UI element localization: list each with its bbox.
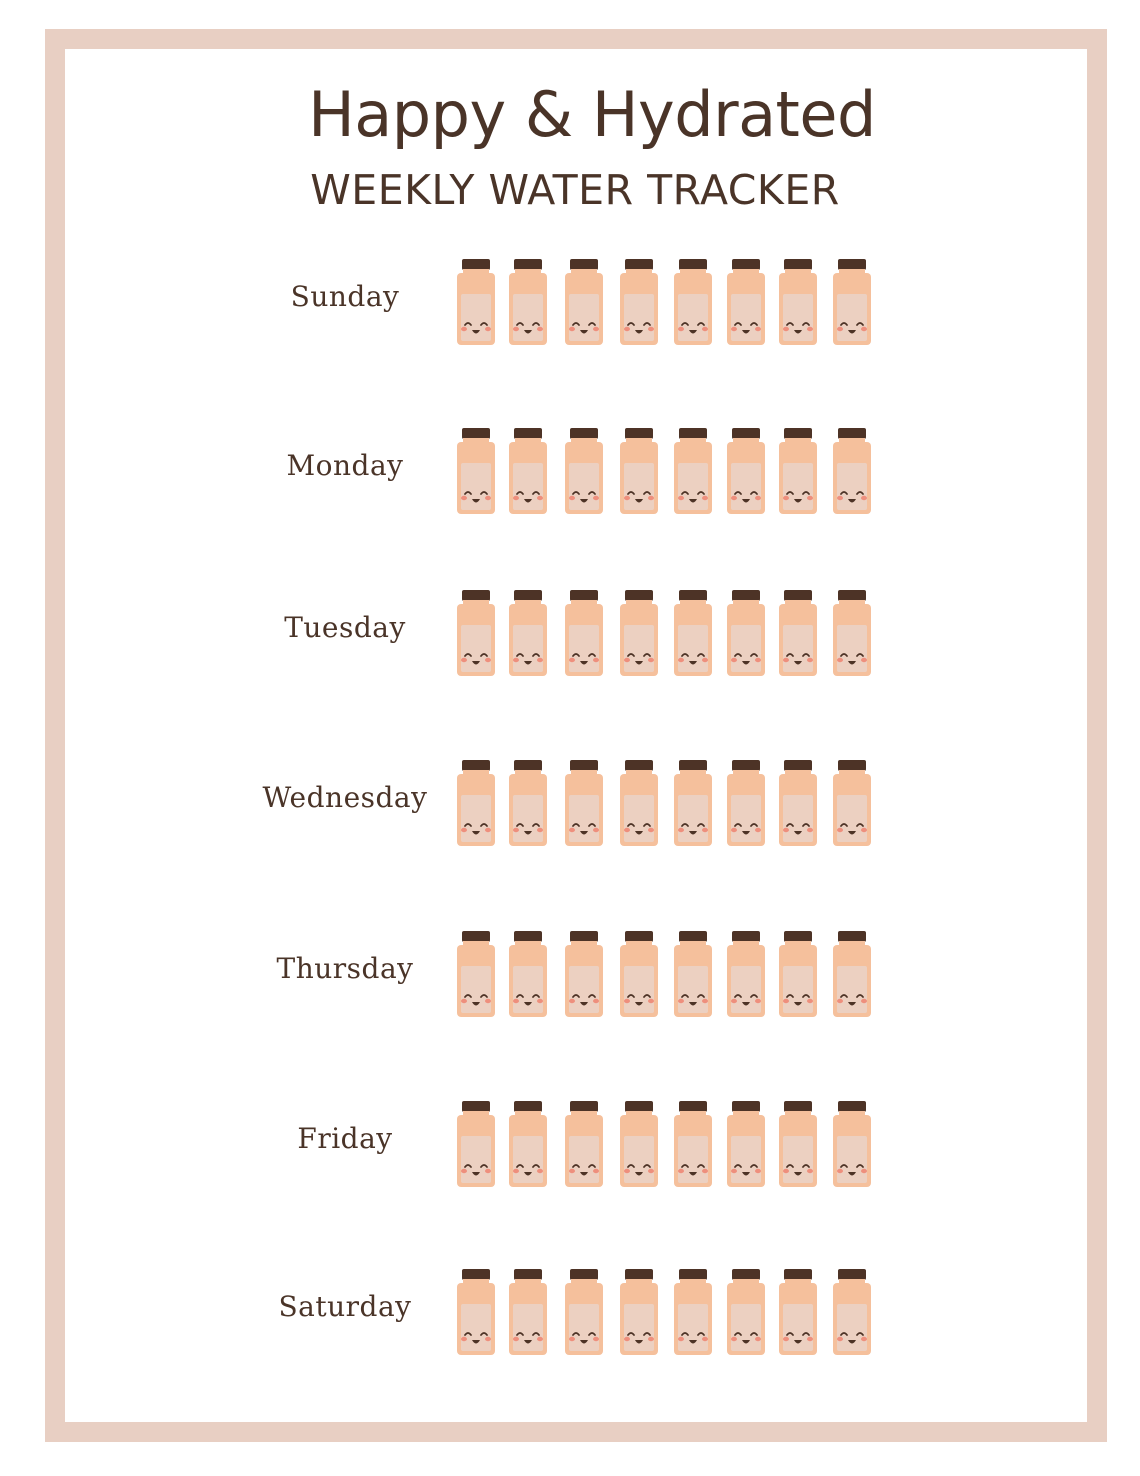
smiling-water-bottle-icon[interactable] xyxy=(564,1268,604,1356)
day-label: Monday xyxy=(286,449,404,482)
smiling-water-bottle-icon[interactable] xyxy=(673,427,713,515)
smiling-water-bottle-icon[interactable] xyxy=(726,930,766,1018)
smiling-water-bottle-icon[interactable] xyxy=(619,589,659,677)
smiling-water-bottle-icon[interactable] xyxy=(456,258,496,346)
smiling-water-bottle-icon[interactable] xyxy=(726,589,766,677)
day-row-sunday: Sunday xyxy=(0,258,1140,348)
smiling-water-bottle-icon[interactable] xyxy=(508,930,548,1018)
smiling-water-bottle-icon[interactable] xyxy=(673,930,713,1018)
smiling-water-bottle-icon[interactable] xyxy=(619,759,659,847)
bottle-group xyxy=(456,1268,886,1358)
smiling-water-bottle-icon[interactable] xyxy=(508,589,548,677)
smiling-water-bottle-icon[interactable] xyxy=(778,427,818,515)
smiling-water-bottle-icon[interactable] xyxy=(832,427,872,515)
page-title: Happy & Hydrated xyxy=(308,78,876,151)
day-label: Wednesday xyxy=(262,781,428,814)
smiling-water-bottle-icon[interactable] xyxy=(564,258,604,346)
smiling-water-bottle-icon[interactable] xyxy=(564,427,604,515)
smiling-water-bottle-icon[interactable] xyxy=(508,1268,548,1356)
day-label: Thursday xyxy=(276,952,414,985)
smiling-water-bottle-icon[interactable] xyxy=(726,1268,766,1356)
day-label: Sunday xyxy=(290,280,400,313)
smiling-water-bottle-icon[interactable] xyxy=(673,589,713,677)
smiling-water-bottle-icon[interactable] xyxy=(778,258,818,346)
day-row-wednesday: Wednesday xyxy=(0,759,1140,849)
smiling-water-bottle-icon[interactable] xyxy=(778,759,818,847)
smiling-water-bottle-icon[interactable] xyxy=(619,1268,659,1356)
smiling-water-bottle-icon[interactable] xyxy=(564,589,604,677)
smiling-water-bottle-icon[interactable] xyxy=(508,1100,548,1188)
smiling-water-bottle-icon[interactable] xyxy=(619,427,659,515)
day-label: Friday xyxy=(297,1122,393,1155)
bottle-group xyxy=(456,930,886,1020)
smiling-water-bottle-icon[interactable] xyxy=(456,1100,496,1188)
smiling-water-bottle-icon[interactable] xyxy=(564,759,604,847)
smiling-water-bottle-icon[interactable] xyxy=(726,427,766,515)
day-row-friday: Friday xyxy=(0,1100,1140,1190)
page-subtitle: WEEKLY WATER TRACKER xyxy=(310,166,840,214)
smiling-water-bottle-icon[interactable] xyxy=(619,1100,659,1188)
smiling-water-bottle-icon[interactable] xyxy=(619,930,659,1018)
smiling-water-bottle-icon[interactable] xyxy=(508,427,548,515)
smiling-water-bottle-icon[interactable] xyxy=(778,1100,818,1188)
page-border xyxy=(45,29,1107,1442)
bottle-group xyxy=(456,759,886,849)
smiling-water-bottle-icon[interactable] xyxy=(619,258,659,346)
smiling-water-bottle-icon[interactable] xyxy=(832,1100,872,1188)
smiling-water-bottle-icon[interactable] xyxy=(564,1100,604,1188)
smiling-water-bottle-icon[interactable] xyxy=(456,589,496,677)
day-row-saturday: Saturday xyxy=(0,1268,1140,1358)
smiling-water-bottle-icon[interactable] xyxy=(456,1268,496,1356)
bottle-group xyxy=(456,427,886,517)
smiling-water-bottle-icon[interactable] xyxy=(832,589,872,677)
smiling-water-bottle-icon[interactable] xyxy=(456,930,496,1018)
smiling-water-bottle-icon[interactable] xyxy=(673,1268,713,1356)
bottle-group xyxy=(456,1100,886,1190)
smiling-water-bottle-icon[interactable] xyxy=(778,589,818,677)
bottle-group xyxy=(456,589,886,679)
smiling-water-bottle-icon[interactable] xyxy=(456,759,496,847)
smiling-water-bottle-icon[interactable] xyxy=(673,258,713,346)
smiling-water-bottle-icon[interactable] xyxy=(832,759,872,847)
smiling-water-bottle-icon[interactable] xyxy=(726,1100,766,1188)
smiling-water-bottle-icon[interactable] xyxy=(508,759,548,847)
day-row-tuesday: Tuesday xyxy=(0,589,1140,679)
smiling-water-bottle-icon[interactable] xyxy=(726,759,766,847)
day-label: Tuesday xyxy=(284,611,406,644)
day-row-monday: Monday xyxy=(0,427,1140,517)
smiling-water-bottle-icon[interactable] xyxy=(508,258,548,346)
day-row-thursday: Thursday xyxy=(0,930,1140,1020)
smiling-water-bottle-icon[interactable] xyxy=(832,930,872,1018)
smiling-water-bottle-icon[interactable] xyxy=(673,759,713,847)
smiling-water-bottle-icon[interactable] xyxy=(673,1100,713,1188)
smiling-water-bottle-icon[interactable] xyxy=(456,427,496,515)
smiling-water-bottle-icon[interactable] xyxy=(832,258,872,346)
smiling-water-bottle-icon[interactable] xyxy=(832,1268,872,1356)
bottle-group xyxy=(456,258,886,348)
smiling-water-bottle-icon[interactable] xyxy=(778,930,818,1018)
smiling-water-bottle-icon[interactable] xyxy=(564,930,604,1018)
day-label: Saturday xyxy=(278,1290,412,1323)
smiling-water-bottle-icon[interactable] xyxy=(726,258,766,346)
smiling-water-bottle-icon[interactable] xyxy=(778,1268,818,1356)
